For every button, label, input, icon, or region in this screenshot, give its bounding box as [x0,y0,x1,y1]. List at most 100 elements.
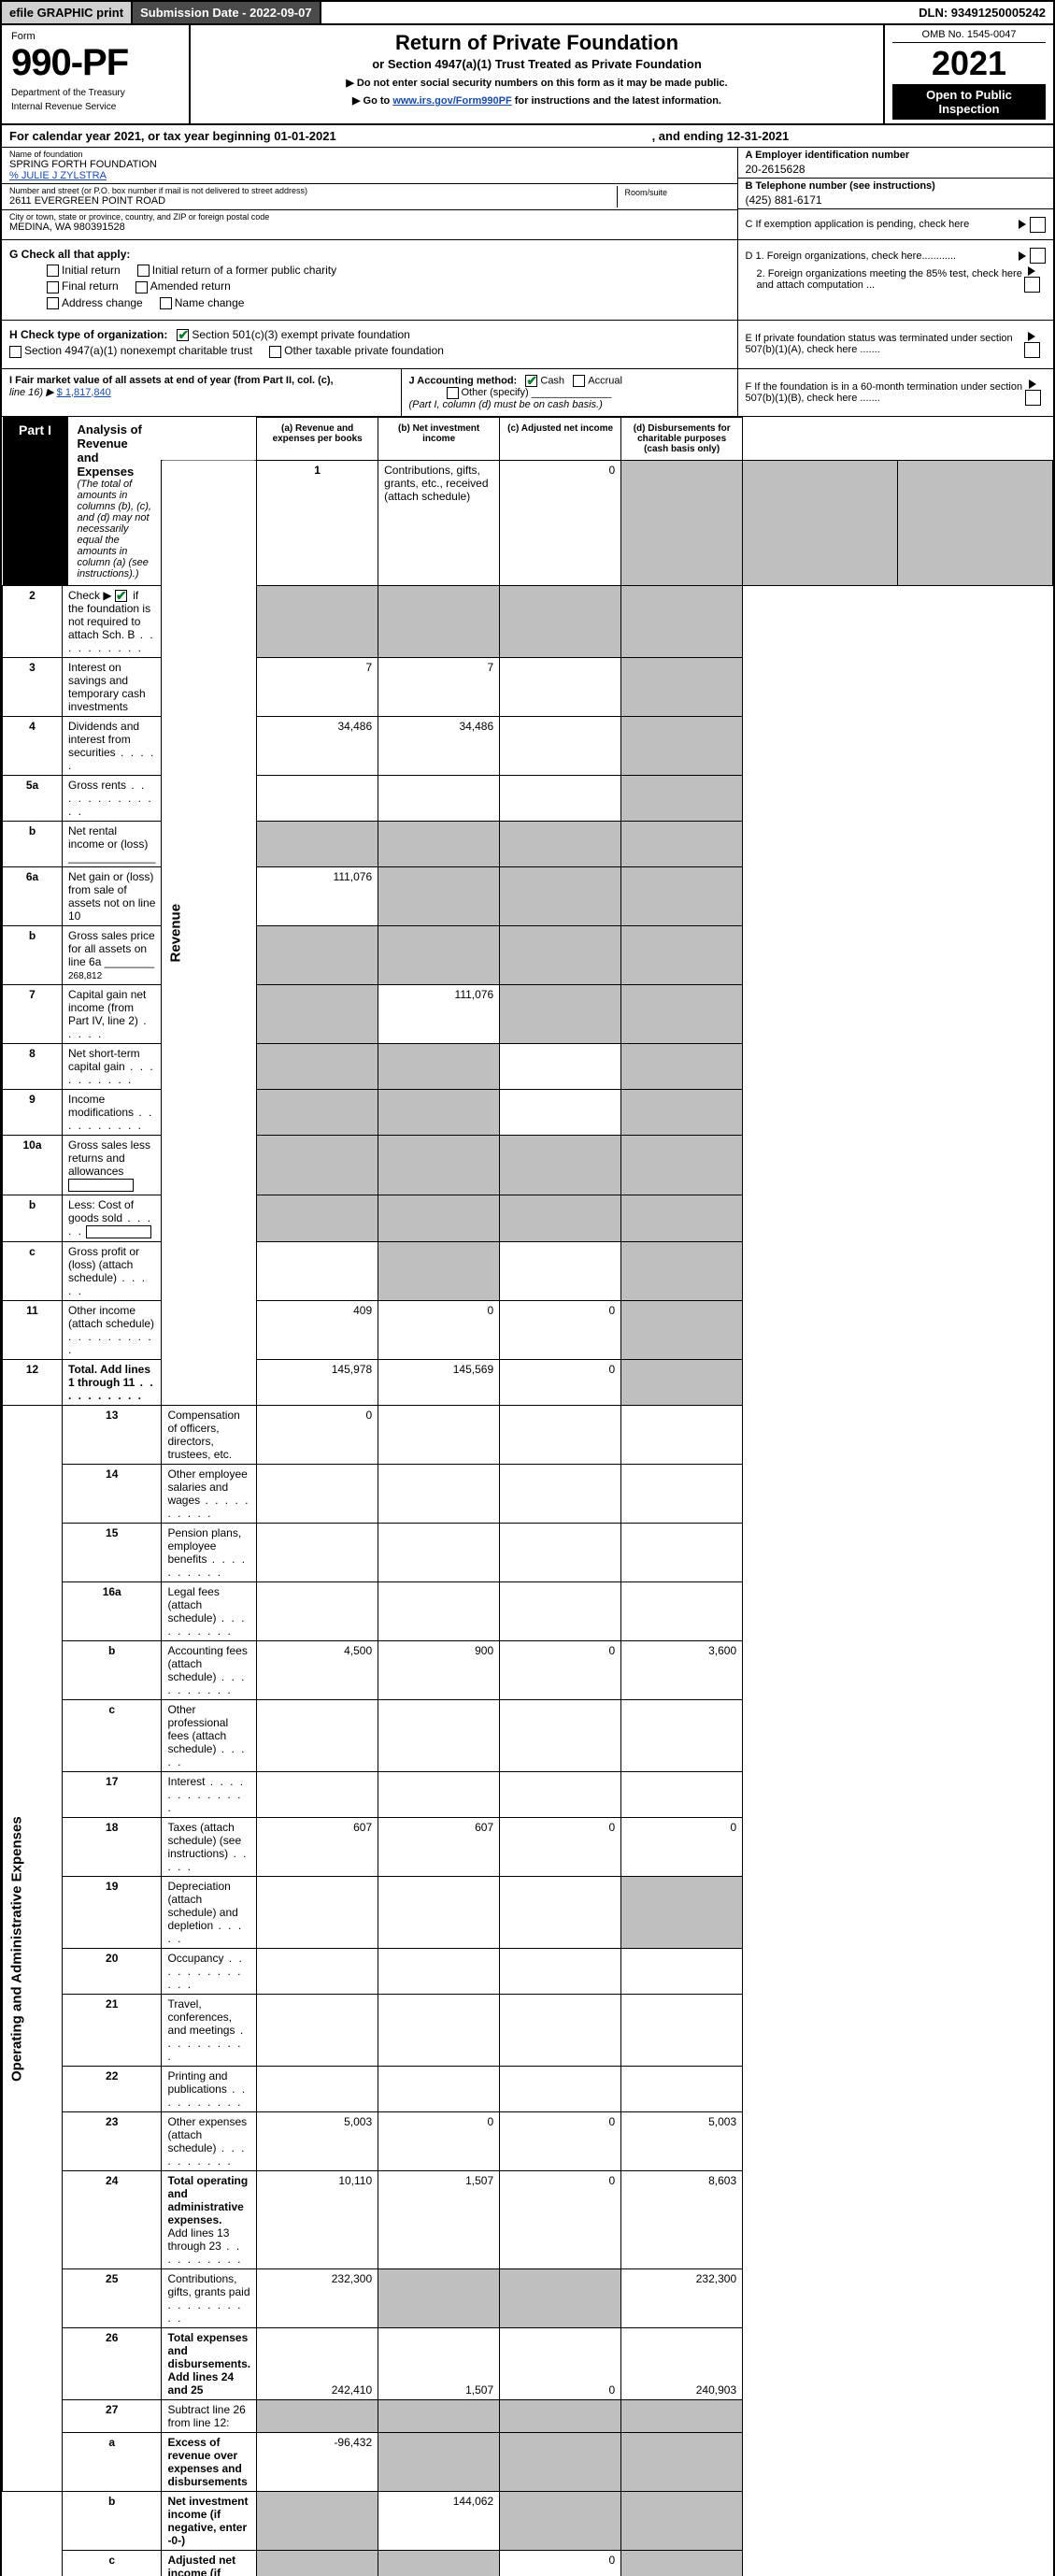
revenue-sidelabel: Revenue [162,460,257,1405]
other-taxable-checkbox[interactable] [269,346,281,358]
instr-ssn: ▶ Do not enter social security numbers o… [200,77,874,89]
d1-checkbox[interactable] [1030,248,1046,264]
dept-treasury: Department of the Treasury [11,88,179,98]
form990pf-link[interactable]: www.irs.gov/Form990PF [392,95,511,107]
table-row: cGross profit or (loss) (attach schedule… [3,1242,1053,1301]
foundation-name-label: Name of foundation [9,150,730,159]
cash-checkbox[interactable] [525,375,537,387]
instr-goto: ▶ Go to www.irs.gov/Form990PF for instru… [200,94,874,107]
table-row: 5aGross rents [3,776,1053,822]
table-row: 6aNet gain or (loss) from sale of assets… [3,867,1053,926]
line16-label: line 16) ▶ [9,387,54,398]
initial-former-checkbox[interactable] [137,265,150,277]
dept-irs: Internal Revenue Service [11,102,179,112]
g-label: G Check all that apply: [9,248,130,261]
table-row: 19Depreciation (attach schedule) and dep… [3,1877,1053,1949]
table-row: 23Other expenses (attach schedule) 5,003… [3,2112,1053,2171]
exemption-checkbox[interactable] [1030,217,1046,233]
e-checkbox[interactable] [1024,342,1040,358]
i-j-f-row: I Fair market value of all assets at end… [2,369,1053,417]
table-row: 22Printing and publications [3,2067,1053,2112]
address-label: Number and street (or P.O. box number if… [9,186,617,195]
form-subtitle: or Section 4947(a)(1) Trust Treated as P… [200,57,874,71]
j-label: J Accounting method: [409,375,518,386]
h-label: H Check type of organization: [9,328,167,341]
table-row: 3Interest on savings and temporary cash … [3,658,1053,717]
arrow-icon [1028,332,1035,341]
g-d-row: G Check all that apply: Initial return I… [2,240,1053,321]
h-e-row: H Check type of organization: Section 50… [2,321,1053,369]
i-label: I Fair market value of all assets at end… [9,375,334,386]
form-header: Form 990-PF Department of the Treasury I… [2,25,1053,125]
final-return-checkbox[interactable] [47,281,59,293]
address-value: 2611 EVERGREEN POINT ROAD [9,195,617,207]
arrow-icon [1028,266,1035,276]
other-method-checkbox[interactable] [447,387,459,399]
col-c-header: (c) Adjusted net income [500,417,621,460]
dln: DLN: 93491250005242 [911,2,1053,23]
f-label: F If the foundation is in a 60-month ter… [746,381,1025,404]
table-row: cAdjusted net income (if negative, enter… [3,2551,1053,2576]
city-label: City or town, state or province, country… [9,212,730,222]
form-number: 990-PF [11,42,179,84]
phone-label: B Telephone number (see instructions) [746,180,1047,192]
table-row: cOther professional fees (attach schedul… [3,1700,1053,1772]
col-a-header: (a) Revenue and expenses per books [257,417,378,460]
table-row: 12Total. Add lines 1 through 11 145,9781… [3,1360,1053,1406]
name-change-checkbox[interactable] [160,297,172,309]
f-checkbox[interactable] [1025,390,1041,406]
form-title: Return of Private Foundation [200,31,874,55]
table-row: bLess: Cost of goods sold [3,1195,1053,1242]
address-change-checkbox[interactable] [47,297,59,309]
d1-label: D 1. Foreign organizations, check here..… [746,250,957,262]
d2-checkbox[interactable] [1024,277,1040,293]
table-row: 16aLegal fees (attach schedule) [3,1582,1053,1641]
table-row: 27Subtract line 26 from line 12: [3,2400,1053,2433]
arrow-icon [1019,251,1026,261]
table-row: bNet rental income or (loss) ___________… [3,822,1053,867]
topbar: efile GRAPHIC print Submission Date - 20… [2,2,1053,25]
table-row: 15Pension plans, employee benefits [3,1524,1053,1582]
e-label: E If private foundation status was termi… [746,333,1025,355]
arrow-icon [1029,379,1036,389]
table-row: 18Taxes (attach schedule) (see instructi… [3,1818,1053,1877]
4947a1-checkbox[interactable] [9,346,21,358]
table-row: Operating and Administrative Expenses 13… [3,1406,1053,1465]
calendar-year-row: For calendar year 2021, or tax year begi… [2,125,1053,148]
table-row: 10aGross sales less returns and allowanc… [3,1136,1053,1195]
501c3-checkbox[interactable] [177,329,189,341]
accrual-checkbox[interactable] [573,375,585,387]
table-row: 9Income modifications [3,1090,1053,1136]
table-row: bNet investment income (if negative, ent… [3,2492,1053,2551]
efile-print[interactable]: efile GRAPHIC print [2,2,133,23]
phone-value: (425) 881-6171 [746,193,1047,207]
table-row: bGross sales price for all assets on lin… [3,926,1053,985]
exemption-pending-label: C If exemption application is pending, c… [746,219,970,230]
ein-label: A Employer identification number [746,150,1047,161]
schb-checkbox[interactable] [115,590,127,602]
part1-desc: Analysis of Revenue and Expenses (The to… [68,417,162,585]
form-label: Form [11,31,179,42]
submission-date: Submission Date - 2022-09-07 [133,2,321,23]
table-row: bAccounting fees (attach schedule) 4,500… [3,1641,1053,1700]
calyear-end: , and ending 12-31-2021 [652,129,790,143]
arrow-icon [1019,220,1026,229]
tax-year: 2021 [892,47,1046,80]
ein-value: 20-2615628 [746,163,1047,176]
open-to-public: Open to Public Inspection [892,84,1046,120]
table-row: 21Travel, conferences, and meetings [3,1995,1053,2067]
form-page: efile GRAPHIC print Submission Date - 20… [0,0,1055,2576]
foundation-name: SPRING FORTH FOUNDATION [9,159,730,170]
amended-return-checkbox[interactable] [135,281,148,293]
table-row: 2 Check ▶ if the foundation is not requi… [3,586,1053,658]
col-d-header: (d) Disbursements for charitable purpose… [621,417,743,460]
table-row: aExcess of revenue over expenses and dis… [3,2433,1053,2492]
calyear-begin: For calendar year 2021, or tax year begi… [9,129,652,143]
table-row: 17Interest [3,1772,1053,1818]
care-of[interactable]: % JULIE J ZYLSTRA [9,170,730,181]
part1-tab: Part I [3,417,68,585]
table-row: 25Contributions, gifts, grants paid 232,… [3,2269,1053,2328]
initial-return-checkbox[interactable] [47,265,59,277]
table-row: 26Total expenses and disbursements. Add … [3,2328,1053,2400]
city-value: MEDINA, WA 980391528 [9,222,730,233]
